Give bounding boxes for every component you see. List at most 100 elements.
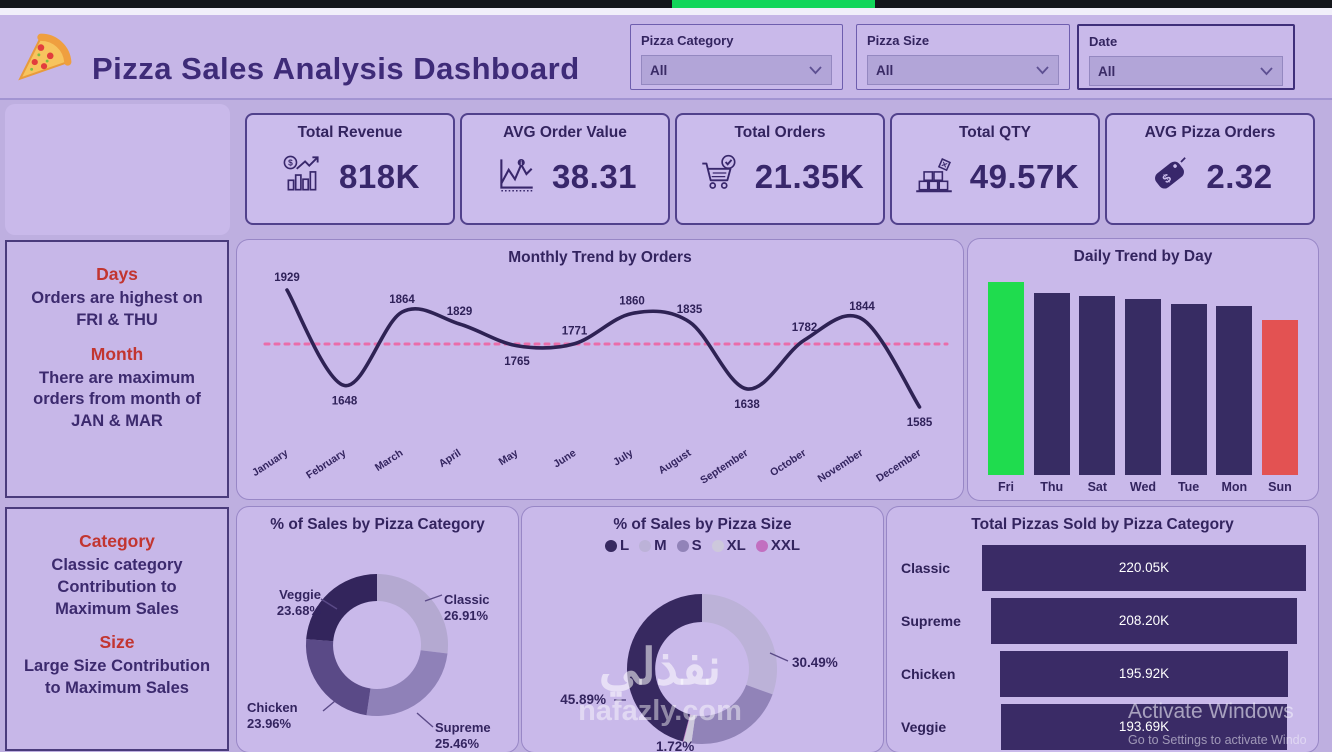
bar-tue[interactable]: [1170, 304, 1207, 475]
kpi-title-total-revenue: Total Revenue: [297, 124, 403, 141]
kpi-card-total-orders: Total Orders 21.35K: [675, 113, 885, 225]
funnel-bar-area: 195.92K: [982, 651, 1306, 697]
bar-label-mon: Mon: [1221, 480, 1248, 494]
page-title: Pizza Sales Analysis Dashboard: [92, 51, 580, 86]
orders-trend-line[interactable]: [285, 288, 922, 409]
funnel-row-supreme: Supreme 208.20K: [887, 598, 1318, 646]
insight-panel-days-month: Days Orders are highest on FRI & THU Mon…: [5, 240, 229, 498]
callout-label: Veggie: [279, 587, 321, 602]
kpi-value-total-qty: 49.57K: [969, 157, 1080, 195]
kpi-title-total-qty: Total QTY: [958, 124, 1032, 141]
insight-heading-days: Days: [96, 264, 138, 284]
category-share-title: % of Sales by Pizza Category: [270, 516, 485, 533]
donut-slice-classic[interactable]: [377, 574, 449, 654]
donut-slice-xl[interactable]: [683, 714, 696, 744]
bar-thu[interactable]: [1033, 293, 1070, 475]
bar-mon[interactable]: [1216, 306, 1253, 475]
bar-label-fri: Fri: [998, 480, 1014, 494]
category-share-panel: % of Sales by Pizza Category Classic 26.9…: [237, 507, 518, 752]
filter-value-pizza-size: All: [876, 62, 894, 78]
filter-date: Date All: [1077, 24, 1295, 90]
data-label-april: 1829: [447, 306, 473, 318]
callout-label: Classic: [444, 592, 490, 607]
data-label-june: 1771: [562, 326, 588, 338]
daily-trend-panel: Daily Trend by Day Fri Thu Sat Wed Tue Mon Sun: [968, 239, 1318, 500]
insight-text-category: Classic category Contribution to Maximum…: [51, 556, 183, 618]
donut-slice-supreme[interactable]: [366, 650, 448, 716]
kpi-value-avg-order-value: 38.31: [551, 157, 638, 195]
kpi-value-avg-pizza-orders: 2.32: [1206, 157, 1273, 195]
pizza-logo-icon: [12, 31, 74, 94]
bar-wed[interactable]: [1124, 299, 1161, 475]
data-label-february: 1648: [332, 396, 358, 408]
bar-column-tue: Tue: [1170, 281, 1207, 494]
category-share-donut: [305, 574, 449, 728]
monthly-trend-chart[interactable]: 1929 1648 1864 1829 1765 1771 1860 1835 1638 1782…: [245, 270, 955, 440]
insight-text-days: Orders are highest on FRI & THU: [31, 289, 203, 329]
callout-value: 23.68%: [276, 603, 321, 619]
bar-column-fri: Fri: [988, 281, 1024, 494]
bar-fri[interactable]: [988, 282, 1024, 475]
chevron-down-icon: [1259, 64, 1274, 79]
kpi-card-total-qty: Total QTY 49.57K: [890, 113, 1100, 225]
donut-slice-chicken[interactable]: [305, 639, 371, 716]
boxes-icon: [911, 151, 957, 202]
filter-label-pizza-category: Pizza Category: [641, 33, 734, 48]
legend-item-xxl[interactable]: XXL: [755, 537, 800, 554]
kpi-card-total-revenue: Total Revenue $818K: [245, 113, 455, 225]
donut-slice-xxl[interactable]: [682, 714, 691, 742]
category-totals-panel: Total Pizzas Sold by Pizza Category Clas…: [887, 507, 1318, 752]
callout-l: 45.89%: [560, 692, 606, 707]
bar-sat[interactable]: [1079, 296, 1116, 475]
kpi-value-total-orders: 21.35K: [754, 157, 865, 195]
funnel-label-chicken: Chicken: [901, 666, 956, 682]
insight-text-size: Large Size Contribution to Maximum Sales: [23, 657, 211, 698]
legend-item-m[interactable]: M: [639, 537, 667, 554]
filter-value-pizza-category: All: [650, 62, 668, 78]
callout-value: 23.96%: [247, 716, 292, 732]
bar-column-thu: Thu: [1033, 281, 1070, 494]
filter-dropdown-pizza-category[interactable]: All: [641, 55, 832, 85]
month-label-july: July: [611, 446, 636, 469]
legend-dot-icon: [755, 539, 768, 552]
insight-heading-category: Category: [79, 531, 155, 551]
bar-column-sun: Sun: [1261, 281, 1298, 494]
filter-dropdown-pizza-size[interactable]: All: [867, 55, 1059, 85]
bar-label-wed: Wed: [1129, 480, 1157, 494]
legend-item-xl[interactable]: XL: [711, 537, 746, 554]
funnel-bar-area: 208.20K: [982, 598, 1306, 644]
legend-dot-icon: [639, 539, 652, 552]
svg-text:$: $: [288, 158, 293, 168]
month-label-january: January: [249, 446, 291, 479]
donut-slice-m[interactable]: [702, 594, 778, 695]
callout-label: Chicken: [247, 700, 298, 715]
donut-slice-s[interactable]: [691, 684, 773, 744]
size-share-donut: [614, 594, 789, 744]
filter-label-pizza-size: Pizza Size: [867, 33, 930, 48]
bar-label-tue: Tue: [1177, 480, 1200, 494]
month-label-december: December: [873, 446, 923, 485]
insight-heading-month: Month: [90, 343, 144, 364]
bar-sun[interactable]: [1261, 320, 1298, 475]
cart-check-icon: [696, 151, 742, 202]
data-label-july: 1860: [619, 295, 645, 307]
funnel-label-classic: Classic: [901, 560, 951, 576]
month-label-may: May: [496, 446, 521, 469]
funnel-bar-classic[interactable]: 220.05K: [982, 545, 1306, 591]
funnel-bar-veggie[interactable]: 193.69K: [1001, 704, 1287, 750]
legend-item-s[interactable]: S: [676, 537, 702, 554]
bar-column-wed: Wed: [1124, 281, 1161, 494]
callout-classic: Classic 26.91%: [444, 592, 514, 625]
donut-slice-l[interactable]: [627, 594, 702, 742]
filter-dropdown-date[interactable]: All: [1089, 56, 1283, 86]
funnel-bar-chicken[interactable]: 195.92K: [999, 651, 1289, 697]
chevron-down-icon: [1035, 63, 1050, 78]
leader-line: [320, 598, 338, 610]
legend-item-l[interactable]: L: [604, 537, 629, 554]
line-graph-icon: i: [493, 151, 539, 202]
month-label-february: February: [303, 446, 348, 482]
donut-slice-veggie[interactable]: [306, 574, 377, 642]
funnel-label-supreme: Supreme: [901, 613, 961, 629]
dashboard-header: Pizza Sales Analysis Dashboard Pizza Cat…: [0, 15, 1332, 100]
funnel-bar-supreme[interactable]: 208.20K: [990, 598, 1298, 644]
